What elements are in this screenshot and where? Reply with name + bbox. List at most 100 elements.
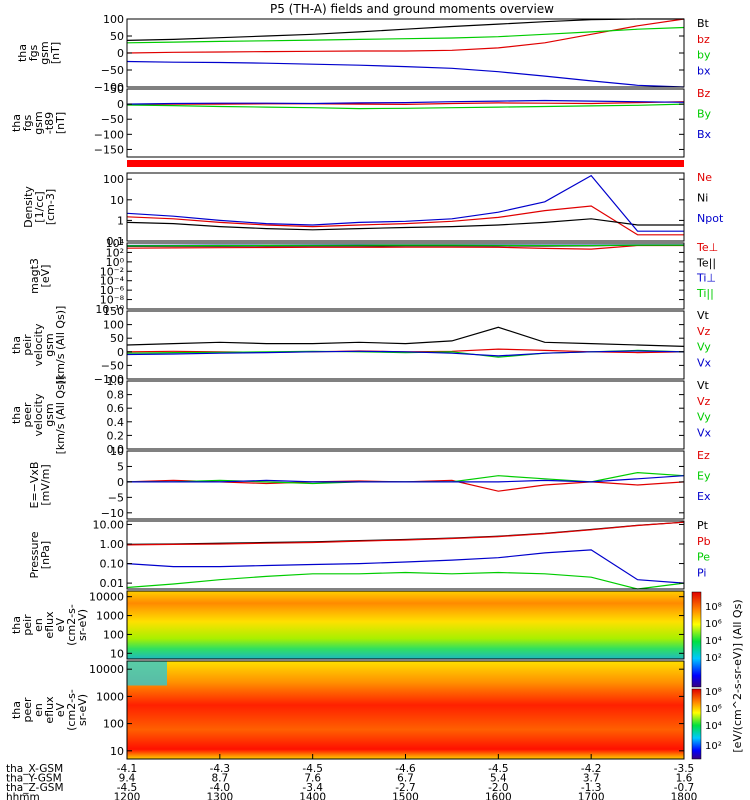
legend-fgs-2: by [697, 49, 711, 62]
legend-pressure-1: Pb [697, 535, 711, 548]
y-tick-label: 10 [110, 745, 124, 758]
y-axis-label: [cm-3] [44, 189, 57, 225]
figure-title: P5 (TH-A) fields and ground moments over… [270, 2, 554, 16]
panel-efield: 10 5 0 −5 −10 E=−VxB[mV/m] Ez Ey Ex [28, 445, 711, 520]
x-row-value: 1.6 [676, 773, 693, 785]
y-tick-label: −5 [108, 491, 124, 504]
y-axis-label: tha [10, 701, 23, 719]
y-axis-label: (cm2-s- [65, 604, 78, 646]
y-tick-label: −100 [94, 81, 124, 94]
y-tick-label: 0 [117, 346, 124, 359]
y-tick-label: 0.10 [100, 558, 125, 571]
legend-peer_vel-3: Vx [697, 426, 712, 439]
y-axis-label: Pressure [28, 531, 41, 578]
colorbar-tick-top: 10⁸ [705, 602, 722, 613]
x-row-value: 1200 [114, 792, 141, 800]
y-axis-label: Density [22, 186, 35, 228]
y-tick-label: 0.1 [107, 235, 125, 248]
panel-frame [126, 242, 685, 310]
legend-density-0: Ne [697, 171, 712, 184]
panel-frame [126, 172, 685, 242]
y-axis-label: gsm [43, 333, 56, 356]
y-tick-label: 10.00 [93, 518, 125, 531]
colorbar-tick-bottom: 10² [705, 741, 722, 752]
y-tick-label: 50 [110, 30, 124, 43]
panel-frame [126, 380, 685, 450]
y-tick-label: 0 [117, 47, 124, 60]
legend-fgs_t89-2: Bx [697, 128, 712, 141]
y-tick-label: 1000 [96, 610, 124, 623]
x-row-label: tha_Z-GSM [6, 782, 64, 794]
y-tick-label: −50 [101, 113, 124, 126]
series-fgs-1 [126, 18, 685, 54]
y-tick-label: −50 [101, 64, 124, 77]
y-tick-label: 50 [110, 83, 124, 96]
y-tick-label: 1.00 [100, 538, 125, 551]
y-axis-label: tha [10, 406, 23, 424]
y-axis-label: eflux [43, 611, 56, 639]
y-tick-label: 1 [117, 214, 124, 227]
legend-efield-1: Ey [697, 470, 711, 483]
x-axis-labels: tha_X-GSM -4.1 -4.3 -4.5 -4.6 -4.5 -4.2 -3.5 tha… [6, 754, 697, 800]
y-tick-label: 10 [110, 445, 124, 458]
y-axis-label: gsm [32, 111, 45, 134]
y-tick-label: 10000 [89, 591, 124, 604]
y-axis-label: gsm [38, 41, 51, 64]
legend-pressure-0: Pt [697, 519, 709, 532]
legend-fgs-1: bz [697, 33, 710, 46]
y-tick-label: −100 [94, 373, 124, 386]
legend-pressure-3: Pi [697, 566, 706, 579]
y-axis-label: fgs [27, 44, 40, 61]
panel-frame [126, 520, 685, 590]
legend-temp-0: Te⊥ [696, 241, 718, 254]
y-axis-label: en [32, 703, 45, 717]
series-peir_vel-0 [126, 326, 685, 347]
legend-fgs-3: bx [697, 64, 711, 77]
x-row-value: -3.5 [674, 763, 695, 775]
colorbar-tick-top: 10² [705, 653, 722, 664]
x-row-value: 1500 [392, 792, 419, 800]
y-tick-label: 0.0 [107, 443, 125, 456]
y-axis-label: peer [21, 697, 34, 723]
electron-spectrogram-low-band [127, 661, 167, 686]
series-fgs_t89-2 [126, 99, 685, 105]
panel-frame [126, 310, 685, 380]
y-axis-label: [km/s (All Qs)] [54, 306, 67, 385]
panel-frame [126, 450, 685, 520]
series-density-0 [126, 205, 684, 236]
x-row-value: 6.7 [397, 773, 414, 785]
legend-peir_vel-0: Vt [697, 309, 710, 322]
y-tick-label: 100 [103, 13, 124, 26]
x-row-value: -4.2 [581, 763, 602, 775]
electron-spectrogram [127, 661, 684, 759]
x-row-value: -0.7 [674, 782, 695, 794]
y-axis-label: eV [54, 617, 67, 632]
series-density-1 [126, 218, 684, 231]
series-pressure-3 [126, 549, 685, 584]
y-axis-label: [nT] [54, 112, 67, 134]
y-axis-label: E=−VxB [28, 462, 41, 509]
x-row-value: -4.0 [210, 782, 231, 794]
y-tick-label: 5 [117, 460, 124, 473]
x-row-value: 1300 [206, 792, 233, 800]
y-tick-label: 10⁴ [106, 237, 125, 250]
y-axis-label: [mV/m] [39, 464, 52, 505]
series-fgs-0 [126, 18, 684, 41]
y-tick-label: 100 [103, 718, 124, 731]
x-row-value: -2.0 [488, 782, 509, 794]
y-tick-label: −10 [101, 507, 124, 520]
colorbar-tick-top: 10⁶ [705, 619, 722, 630]
x-row-label: tha_X-GSM [6, 763, 63, 775]
y-axis-label: [1/cc] [33, 191, 46, 222]
series-density-2 [126, 174, 684, 232]
y-tick-label: 0.01 [100, 577, 125, 590]
y-tick-label: −50 [101, 359, 124, 372]
y-axis-label: tha [10, 336, 23, 354]
y-tick-label: −100 [94, 128, 124, 141]
panel-density: 100 10 1 0.1 Density[1/cc][cm-3] Ne Ni Npot [22, 171, 724, 248]
y-tick-label: 10 [110, 194, 124, 207]
y-axis-label: magt3 [28, 258, 41, 294]
